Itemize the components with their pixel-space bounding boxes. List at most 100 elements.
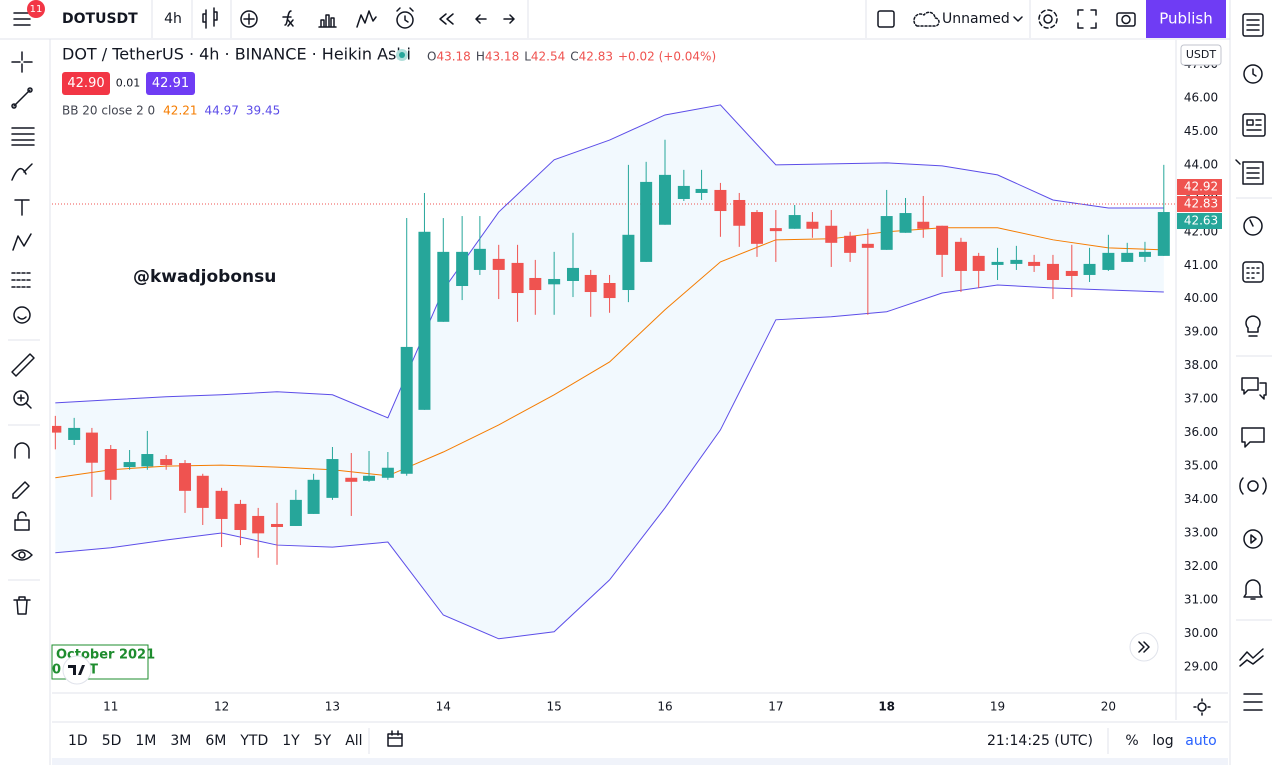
price-badge-label: 42.83 — [1184, 197, 1218, 211]
settings-icon[interactable] — [1043, 14, 1053, 24]
object-tree-icon[interactable] — [1243, 693, 1263, 711]
comments-icon[interactable] — [1241, 427, 1265, 448]
templates-icon[interactable] — [356, 10, 377, 28]
layout-name[interactable]: Unnamed — [942, 11, 1010, 27]
alerts-icon[interactable] — [1243, 64, 1263, 84]
trading-panel-icon[interactable] — [1239, 648, 1264, 667]
chart-type-icon[interactable] — [202, 7, 218, 29]
trendline-tool[interactable] — [13, 89, 31, 107]
undo-icon[interactable] — [475, 14, 487, 24]
layout-icon[interactable] — [877, 10, 895, 28]
zoom-handle — [17, 394, 32, 409]
ohlc-key: L — [524, 50, 531, 64]
lock-drawing-tool[interactable] — [12, 481, 30, 499]
range-button[interactable]: YTD — [239, 733, 268, 749]
ohlc-value: 43.18 — [485, 50, 519, 64]
zoom-tool[interactable] — [13, 390, 29, 406]
redo-icon[interactable] — [503, 14, 515, 24]
hotlist-icon[interactable] — [1243, 216, 1263, 236]
y-tick-label: 33.00 — [1184, 526, 1218, 540]
lock-tool[interactable] — [14, 519, 30, 531]
candle-body — [252, 515, 265, 534]
calendar-icon[interactable] — [1242, 261, 1264, 283]
layout-chevron[interactable] — [1013, 16, 1023, 22]
crosshair-tool[interactable] — [11, 51, 33, 73]
news-icon[interactable] — [1242, 113, 1266, 137]
publish-button[interactable] — [1146, 0, 1226, 38]
candle-body — [326, 459, 339, 498]
calendar-dots — [1246, 267, 1260, 279]
currency-label[interactable]: USDT — [1186, 48, 1217, 61]
bid-price[interactable]: 42.90 — [67, 76, 104, 91]
ruler-tool[interactable] — [11, 353, 35, 377]
price-badge-label: 42.63 — [1184, 214, 1218, 228]
financials-icon[interactable] — [318, 14, 337, 28]
candle-body — [677, 185, 690, 199]
menu-icon[interactable] — [13, 12, 31, 26]
pattern-tool[interactable] — [12, 233, 32, 251]
candle-body — [418, 231, 431, 410]
goto-date-icon[interactable] — [387, 730, 403, 747]
fib-tool[interactable] — [11, 127, 35, 146]
candle-body — [936, 225, 949, 255]
y-tick-label: 29.00 — [1184, 659, 1218, 673]
candle-body — [271, 523, 284, 527]
candle-body — [307, 479, 320, 514]
publish-label[interactable]: Publish — [1159, 10, 1212, 28]
replay-icon[interactable] — [439, 13, 454, 25]
indicators-icon[interactable] — [282, 10, 294, 27]
scale-option[interactable]: auto — [1185, 733, 1217, 749]
snapshot-lens — [1121, 14, 1131, 25]
scale-settings[interactable] — [1197, 702, 1207, 712]
range-button[interactable]: 1D — [68, 733, 88, 749]
range-button[interactable]: 3M — [170, 733, 191, 749]
compare-icon[interactable] — [240, 10, 258, 28]
prediction-tool[interactable] — [11, 272, 33, 288]
cloud-icon — [913, 11, 940, 27]
ask-price[interactable]: 42.91 — [152, 76, 189, 91]
notifications-icon[interactable] — [1243, 579, 1263, 600]
tv-logo[interactable] — [62, 655, 92, 685]
x-tick-label: 19 — [990, 700, 1005, 714]
watchlist-lines — [1246, 19, 1260, 31]
range-button[interactable]: 1M — [135, 733, 156, 749]
data-window-icon[interactable] — [1235, 159, 1264, 185]
snapshot-icon[interactable] — [1116, 12, 1136, 27]
range-button[interactable]: 5D — [102, 733, 122, 749]
range-button[interactable]: 1Y — [282, 733, 300, 749]
candle-body — [954, 241, 967, 271]
ask-box[interactable] — [146, 72, 195, 95]
chats-icon[interactable] — [1241, 377, 1267, 400]
x-tick-label: 16 — [657, 700, 672, 714]
candle-body — [68, 427, 81, 440]
visibility-tool[interactable] — [11, 549, 33, 561]
bottom-edge — [52, 758, 1228, 765]
interval[interactable]: 4h — [164, 11, 182, 27]
candle-body — [456, 251, 469, 287]
candle-body — [640, 181, 653, 262]
text-tool[interactable] — [14, 199, 30, 216]
candle-body — [234, 503, 247, 531]
scale-option[interactable]: log — [1152, 733, 1173, 749]
magnet-tool[interactable] — [14, 442, 30, 459]
broadcast-icon[interactable] — [1243, 529, 1263, 549]
ideas-icon[interactable] — [1245, 315, 1261, 337]
range-button[interactable]: 5Y — [314, 733, 332, 749]
drawing-toolbar — [8, 51, 40, 615]
ohlc-key: O — [427, 50, 436, 64]
bid-box[interactable] — [62, 72, 110, 95]
brush-tool[interactable] — [11, 163, 33, 181]
symbol[interactable]: DOTUSDT — [62, 11, 138, 27]
watchlist-icon[interactable] — [1242, 13, 1264, 37]
delete-tool[interactable] — [13, 596, 31, 615]
top-toolbar: 11 DOTUSDT 4h Unnamed Publish — [13, 0, 1226, 38]
candle-body — [1102, 252, 1115, 270]
fullscreen-icon[interactable] — [1077, 9, 1097, 29]
icons-tool[interactable] — [13, 306, 31, 324]
alert-icon[interactable] — [396, 11, 414, 29]
scale-option[interactable]: % — [1125, 733, 1138, 749]
streams-icon[interactable] — [1247, 480, 1259, 492]
range-button[interactable]: All — [345, 733, 362, 749]
currency-box[interactable] — [1180, 44, 1222, 66]
range-button[interactable]: 6M — [205, 733, 226, 749]
